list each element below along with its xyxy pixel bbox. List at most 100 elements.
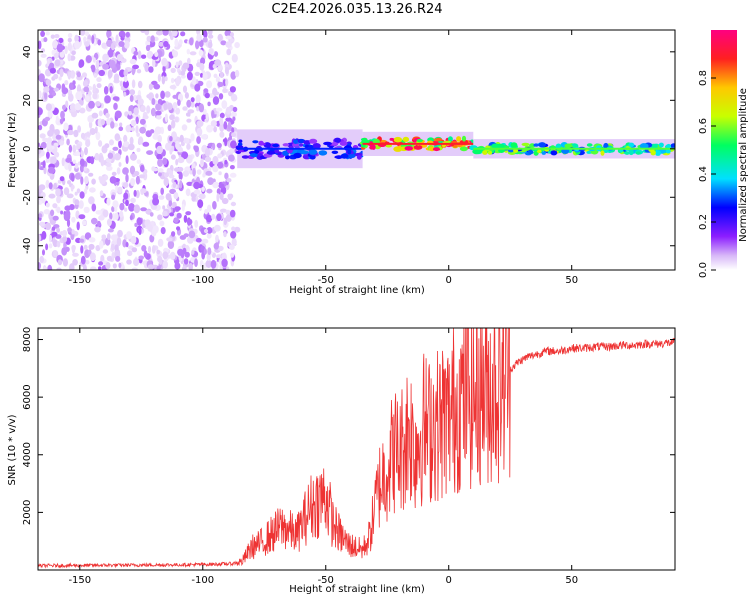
spectrogram-cell (74, 40, 81, 50)
spectrogram-cell (205, 170, 213, 176)
spectrogram-cell (106, 218, 112, 227)
spectrogram-cell (151, 167, 158, 172)
spectrogram-cell (158, 171, 162, 177)
spectrogram-cell (122, 167, 129, 175)
spectrogram-cell (218, 171, 222, 176)
spectrogram-cell (184, 92, 189, 99)
spectrogram-cell (195, 94, 201, 104)
spectrogram-cell (112, 263, 117, 269)
spectrogram-cell (141, 245, 147, 252)
spectrogram-cell (53, 73, 59, 80)
spectrogram-cell (79, 158, 85, 167)
spectrogram-cell (138, 136, 144, 145)
spectrogram-cell (91, 203, 97, 212)
spectrogram-cell (84, 188, 88, 195)
spectrogram-cell (550, 150, 558, 156)
spectrogram-cell (185, 245, 190, 250)
spectrogram-cell (174, 38, 179, 48)
spectrogram-cell (157, 134, 162, 143)
spectrogram-cell (110, 243, 115, 251)
spectrogram-cell (230, 231, 237, 239)
spectrogram-cell (138, 226, 142, 236)
spectrogram-cell (142, 141, 150, 147)
spectrogram-cell (123, 134, 128, 143)
spectrogram-cell (107, 152, 114, 159)
spectrogram-cell (169, 114, 175, 121)
spectrogram-cell (192, 167, 196, 177)
spectrogram-cell (139, 118, 146, 125)
spectrogram-cell (144, 30, 150, 36)
spectrogram-cell (129, 89, 136, 96)
spectrogram-cell (170, 67, 176, 74)
spectrogram-cell (173, 192, 179, 200)
spectrogram-cell (249, 153, 259, 158)
spectrogram-cell (98, 140, 103, 147)
spectrogram-cell (67, 71, 72, 80)
spectrogram-cell (224, 137, 228, 147)
spectrogram-cell (95, 210, 103, 215)
spectrogram-cell (56, 241, 61, 248)
spectrogram-cell (95, 59, 100, 69)
spectrogram-cell (482, 150, 488, 155)
spectrogram-cell (198, 39, 204, 48)
snr-panel: -150 -100 -50 0 50 2000 4000 6000 8000 Height of… (7, 327, 676, 595)
spectrogram-cell (122, 80, 129, 89)
spectrogram-cell (149, 234, 155, 243)
spectrogram-cell (43, 86, 50, 93)
spectrogram-cell (164, 76, 168, 82)
spectrogram-cell (180, 251, 185, 259)
spectrogram-cell (149, 129, 155, 134)
spectrogram-cell (130, 153, 137, 161)
spectrogram-cell (182, 265, 187, 270)
spectrogram-cell (186, 71, 193, 81)
spectrogram-cell (203, 248, 207, 255)
spectrogram-cell (84, 132, 92, 137)
spectrogram-cell (432, 147, 441, 152)
spectrogram-cell (110, 42, 115, 51)
spectrogram-cell (42, 137, 49, 143)
spectrogram-cell (214, 59, 222, 67)
spectrogram-cell (185, 137, 190, 144)
spectrogram-cell (212, 165, 219, 173)
spectrogram-cell (76, 143, 81, 150)
spectrogram-cell (124, 207, 128, 212)
spectrogram-cell (138, 255, 144, 260)
spectrogram-cell (241, 155, 249, 159)
spectrogram-cell (156, 153, 163, 160)
spectrogram-cell (171, 145, 175, 152)
spectrogram-cell (54, 129, 60, 136)
snr-x-tick-label: -100 (191, 575, 214, 586)
spectrogram-cell (129, 58, 137, 65)
spectrogram-cell (98, 261, 104, 266)
spectrogram-cell (119, 80, 123, 87)
spectrogram-x-tick-label: -100 (191, 275, 214, 286)
spectrogram-cell (229, 165, 235, 170)
spectrogram-cell (82, 80, 89, 87)
spectrogram-cell (133, 171, 140, 176)
spectrogram-cell (126, 231, 132, 240)
spectrogram-cell (130, 178, 136, 186)
spectrogram-cell (174, 116, 179, 123)
spectrogram-cell (115, 185, 119, 193)
spectrogram-cell (83, 244, 88, 250)
spectrogram-cell (162, 64, 166, 73)
spectrogram-cell (38, 90, 41, 99)
spectrogram-cell (91, 34, 95, 44)
spectrogram-cell (459, 146, 468, 152)
spectrogram-cell (347, 149, 352, 155)
spectrogram-cell (67, 33, 73, 38)
spectrogram-cell (67, 42, 73, 52)
spectrogram-cell (169, 84, 177, 90)
spectrogram-cell (193, 78, 197, 86)
spectrogram-cell (140, 105, 146, 113)
spectrogram-cell (46, 151, 50, 159)
spectrogram-cell (112, 200, 119, 209)
spectrogram-cell (150, 107, 156, 117)
spectrogram-cell (106, 255, 113, 262)
spectrogram-cell (129, 94, 134, 102)
spectrogram-cell (204, 156, 212, 162)
spectrogram-cell (196, 136, 201, 144)
spectrogram-cell (160, 126, 164, 135)
spectrogram-cell (147, 223, 153, 232)
spectrogram-cell (194, 258, 198, 267)
